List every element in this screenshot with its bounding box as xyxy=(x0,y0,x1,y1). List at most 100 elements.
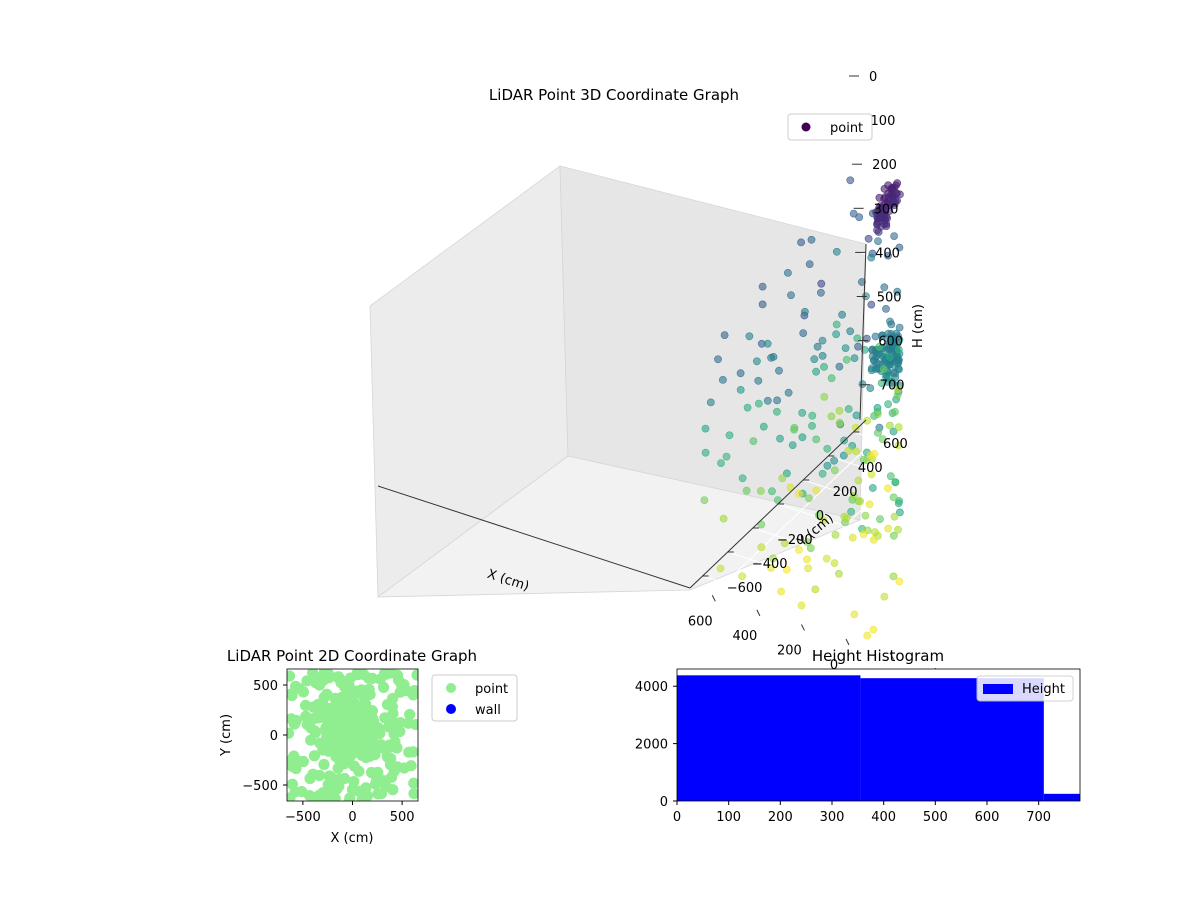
data-point-3d xyxy=(880,592,889,601)
gridline xyxy=(1052,285,1066,631)
data-point-2d xyxy=(349,734,361,746)
data-point-3d xyxy=(758,282,767,291)
data-point-3d xyxy=(847,507,855,516)
data-point-3d xyxy=(884,251,892,260)
data-point-3d xyxy=(778,474,787,483)
data-point-2d xyxy=(297,755,309,768)
y-tick-label-3d: 200 xyxy=(833,485,858,500)
data-point-3d xyxy=(866,384,875,392)
data-point-3d xyxy=(780,539,789,548)
x-tick-3d xyxy=(756,609,761,617)
data-point-2d xyxy=(323,770,335,782)
data-point-2d xyxy=(351,669,363,679)
y-tick-label-hist: 4000 xyxy=(635,680,668,695)
x-tick-label-hist: 400 xyxy=(871,810,896,825)
y-tick-label-3d: −400 xyxy=(752,557,788,572)
data-point-3d xyxy=(801,307,809,316)
data-point-3d xyxy=(891,407,899,416)
histogram-bar xyxy=(677,675,861,801)
data-point-2d xyxy=(287,792,296,801)
z-tick-label-3d: 0 xyxy=(869,70,877,85)
data-point-2d xyxy=(370,770,382,782)
data-point-2d xyxy=(341,694,353,706)
legend-3d: point xyxy=(787,113,873,141)
data-point-3d xyxy=(811,585,820,594)
data-point-2d xyxy=(334,773,346,785)
data-point-3d xyxy=(884,400,892,408)
data-point-2d xyxy=(364,689,376,701)
y-tick-label-2d: 500 xyxy=(253,679,278,694)
data-point-2d xyxy=(408,777,418,789)
gridline xyxy=(858,207,1171,311)
data-point-3d xyxy=(875,214,884,222)
data-point-2d xyxy=(317,744,329,756)
data-point-3d xyxy=(868,209,877,218)
data-point-3d xyxy=(807,235,816,244)
data-point-3d xyxy=(720,331,729,339)
data-point-3d xyxy=(725,431,734,440)
data-point-3d xyxy=(773,396,781,405)
data-point-3d xyxy=(701,424,710,433)
data-point-2d xyxy=(305,734,317,746)
data-point-3d xyxy=(813,342,822,351)
data-point-3d xyxy=(743,403,752,412)
data-point-2d xyxy=(307,768,319,780)
data-point-3d xyxy=(745,332,754,341)
data-point-2d xyxy=(346,784,359,796)
y-tick-label-2d: −500 xyxy=(242,779,278,794)
data-point-3d xyxy=(797,601,806,610)
data-point-2d xyxy=(347,718,360,730)
z-axis-line xyxy=(859,243,867,421)
legend-height-label: Height xyxy=(1022,682,1065,697)
gridline xyxy=(1143,170,1157,515)
data-point-3d xyxy=(700,496,709,504)
plot-2d: LiDAR Point 2D Coordinate Graph −500 0 500… xyxy=(219,647,518,846)
data-point-2d xyxy=(310,677,322,689)
data-point-2d xyxy=(402,717,414,729)
z-tick-label-3d: 500 xyxy=(877,291,902,306)
data-point-3d xyxy=(894,525,902,534)
data-point-3d xyxy=(895,577,904,586)
gridline xyxy=(1002,333,1016,679)
data-point-2d xyxy=(379,712,391,724)
data-point-3d xyxy=(859,530,868,539)
data-point-3d xyxy=(873,410,882,419)
data-point-3d xyxy=(805,260,814,268)
z-tick-label-3d: 400 xyxy=(875,246,900,261)
data-point-3d xyxy=(830,466,839,475)
gridline xyxy=(864,384,1177,488)
data-point-3d xyxy=(832,247,841,256)
data-point-2d xyxy=(301,719,313,731)
data-point-3d xyxy=(889,572,898,581)
data-point-2d xyxy=(300,699,312,712)
data-point-3d xyxy=(891,478,900,486)
legend-3d-frame xyxy=(787,113,873,141)
points-3d xyxy=(700,176,904,640)
data-point-3d xyxy=(812,435,821,444)
x-tick-3d xyxy=(800,624,805,631)
legend-wall-marker-2d xyxy=(446,704,456,714)
grid-3d xyxy=(702,75,1178,684)
gridline xyxy=(998,442,1176,612)
x-tick-label-3d: 600 xyxy=(688,614,713,629)
y-tick-label-3d: 0 xyxy=(816,509,824,524)
data-point-3d xyxy=(880,203,889,212)
data-point-3d xyxy=(823,444,832,453)
data-point-2d xyxy=(404,708,416,721)
data-point-3d xyxy=(790,423,799,432)
data-point-3d xyxy=(775,366,783,375)
data-point-3d xyxy=(822,554,831,563)
data-point-3d xyxy=(773,407,781,416)
gridline xyxy=(1009,126,1023,472)
data-point-3d xyxy=(812,486,820,495)
gridline xyxy=(1054,141,1068,486)
data-point-3d xyxy=(784,268,792,277)
data-point-3d xyxy=(894,385,902,393)
data-point-3d xyxy=(776,434,784,443)
data-point-3d xyxy=(803,538,812,547)
data-point-2d xyxy=(374,727,386,740)
data-point-3d xyxy=(835,418,844,427)
data-point-3d xyxy=(846,176,855,185)
data-point-3d xyxy=(895,497,904,505)
x-tick-label-3d: 0 xyxy=(830,658,838,673)
